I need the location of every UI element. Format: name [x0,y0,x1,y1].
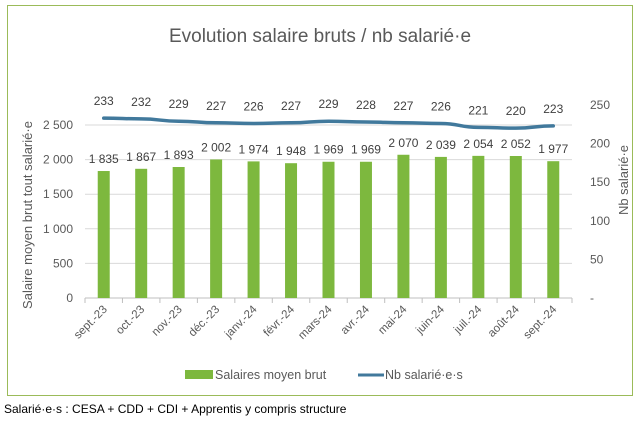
bar [135,168,148,298]
line-data-label: 226 [431,100,451,114]
line-data-label: 226 [244,100,264,114]
x-tick-label: juin-24 [413,303,447,337]
x-tick-label: août-24 [486,303,522,339]
x-tick-label: oct.-23 [114,304,147,337]
bar-data-label: 1 974 [239,142,269,156]
bar [247,161,260,298]
bar-data-label: 1 948 [276,144,306,158]
bar-data-label: 1 867 [126,150,156,164]
bar-data-label: 1 835 [89,152,119,166]
bar-data-label: 1 977 [538,142,568,156]
y2-tick-label: - [590,291,594,305]
x-tick-label: mars-24 [296,303,335,342]
line-data-label: 221 [468,103,488,117]
line-data-label: 227 [393,99,413,113]
x-tick-label: sept.-24 [522,303,560,341]
y2-axis-title: Nb salarié·e [616,145,631,215]
line-data-label: 232 [131,95,151,109]
x-tick-label: févr.-24 [262,303,298,339]
y2-tick-label: 250 [590,98,610,112]
legend-label-bars: Salaires moyen brut [215,368,327,382]
line-data-label: 229 [169,97,189,111]
line-data-label: 233 [94,94,114,108]
line-data-label: 220 [506,104,526,118]
bar [434,156,447,298]
x-tick-label: juil.-24 [451,303,485,337]
chart-frame [7,5,633,396]
x-tick-label: avr.-24 [339,303,373,337]
x-tick-label: mai-24 [376,303,410,337]
x-tick-label: janv.-24 [222,303,260,341]
bar [472,155,485,298]
bar-data-label: 2 002 [201,140,231,154]
y-tick-label: 1 500 [43,187,73,201]
bar [285,163,298,298]
y-tick-label: 0 [66,291,73,305]
bar-data-label: 2 070 [388,136,418,150]
chart-title: Evolution salaire bruts / nb salarié·e [168,26,472,47]
line-data-label: 229 [318,97,338,111]
chart: 0 500 1 000 1 500 2 000 2 500 - 50 100 150 200 250 1… [20,94,631,382]
y-tick-label: 2 000 [43,153,73,167]
x-tick-label: sept.-23 [72,304,110,342]
bar-data-label: 1 969 [313,143,343,157]
bar-data-label: 2 054 [463,137,493,151]
bar [397,154,410,298]
line-data-label: 223 [543,102,563,116]
line-data-label: 227 [206,99,226,113]
x-tick-label: nov.-23 [150,304,185,339]
line-data-label: 227 [281,99,301,113]
x-tick-label: déc.-23 [187,304,223,340]
bar-data-label: 1 893 [164,148,194,162]
bar [210,159,223,298]
y-tick-label: 2 500 [43,118,73,132]
y2-tick-label: 150 [590,175,610,189]
bar [547,161,560,298]
line-series [101,116,556,130]
y2-tick-label: 200 [590,137,610,151]
bar-data-label: 1 969 [351,143,381,157]
bar [322,161,335,298]
footer-note: Salarié·e·s : CESA + CDD + CDI + Apprent… [4,402,347,416]
bar-data-label: 2 052 [501,137,531,151]
legend-swatch-bars [185,370,213,379]
legend-label-line: Nb salarié·e·s [385,368,463,382]
y2-tick-label: 100 [590,214,610,228]
line-data-label: 228 [356,98,376,112]
y2-tick-label: 50 [590,252,604,266]
bar [97,171,110,298]
bar [359,161,372,298]
y-axis-title: Salaire moyen brut tout salarié·e [20,121,35,309]
y-tick-label: 500 [53,256,73,270]
bar [509,156,522,298]
bar [172,167,185,298]
y-tick-label: 1 000 [43,222,73,236]
bar-data-label: 2 039 [426,138,456,152]
